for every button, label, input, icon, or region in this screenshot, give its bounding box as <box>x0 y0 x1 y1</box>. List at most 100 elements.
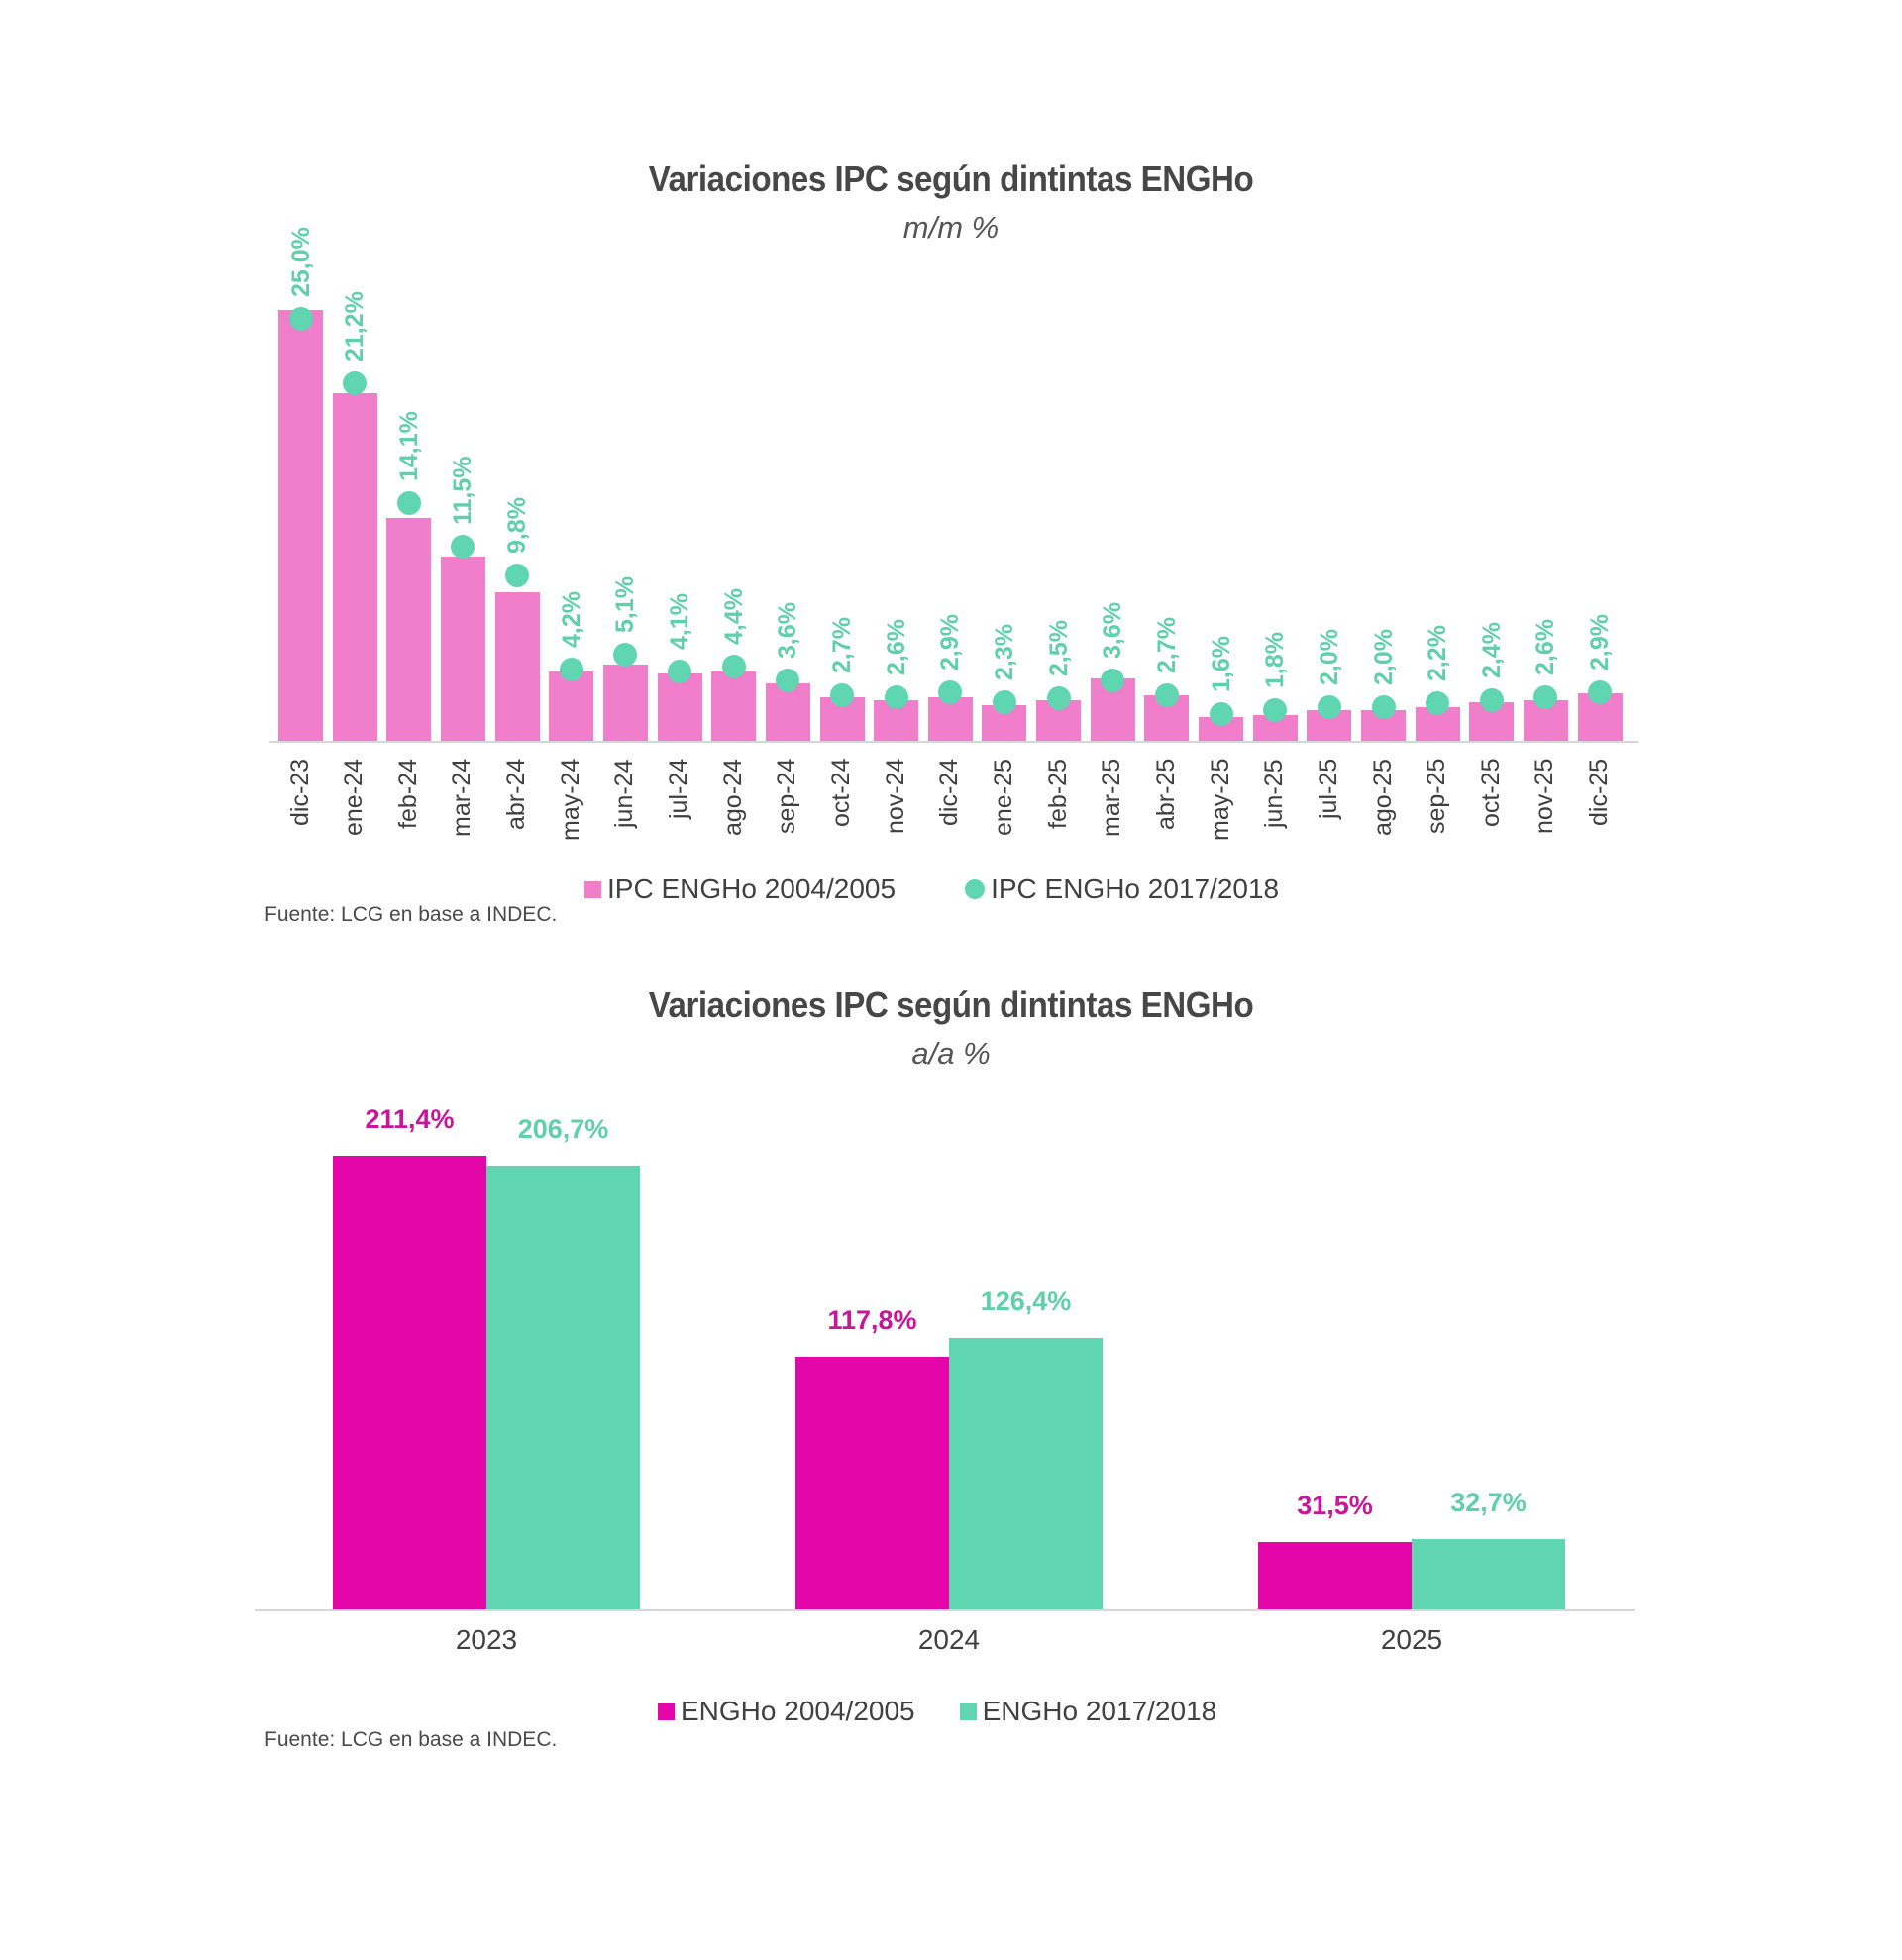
dot-marker-ago-24 <box>721 654 746 678</box>
value-label: 2,2% <box>1424 625 1452 682</box>
value-label: 2,9% <box>936 613 965 671</box>
bar-ene-24 <box>332 392 377 741</box>
dot-marker-dic-25 <box>1588 679 1613 704</box>
value-label: 2,4% <box>1477 622 1506 679</box>
x-axis-label: jun-25 <box>1260 759 1289 829</box>
x-axis-label: jul-24 <box>665 758 693 819</box>
dot-marker-ago-25 <box>1371 694 1396 719</box>
dot-marker-ene-25 <box>992 689 1016 714</box>
value-label: 2,7% <box>1152 616 1181 673</box>
x-axis-label: mar-24 <box>448 758 476 837</box>
dot-marker-oct-25 <box>1479 688 1504 713</box>
value-label: 2,6% <box>1532 618 1560 675</box>
chart1-x-axis <box>269 741 1638 743</box>
value-label: 2,3% <box>990 623 1018 680</box>
legend-item-ipc-2004-2005: IPC ENGHo 2004/2005 <box>584 874 896 905</box>
chart1-source: Fuente: LCG en base a INDEC. <box>264 903 558 926</box>
bar-feb-24 <box>386 517 432 741</box>
x-axis-label: sep-25 <box>1423 758 1451 834</box>
x-axis-label: ago-24 <box>718 759 747 836</box>
dot-marker-feb-25 <box>1046 686 1071 711</box>
dot-marker-dic-23 <box>288 306 313 331</box>
pink-square-icon <box>584 880 601 898</box>
bar-jul-24 <box>657 672 702 741</box>
x-axis-label: ago-25 <box>1368 759 1397 836</box>
chart2-legend: ENGHo 2004/2005 ENGHo 2017/2018 <box>658 1696 1286 1727</box>
dot-marker-feb-24 <box>396 490 421 515</box>
value-label: 14,1% <box>394 410 423 481</box>
dot-marker-dic-24 <box>938 679 963 704</box>
chart1-subtitle: m/m % <box>902 210 1000 245</box>
dot-marker-abr-24 <box>505 563 530 587</box>
x-axis-label: 2025 <box>1380 1624 1443 1655</box>
chart2-source: Fuente: LCG en base a INDEC. <box>264 1728 558 1751</box>
value-label: 3,6% <box>774 601 802 659</box>
x-axis-label: ene-25 <box>989 759 1017 836</box>
x-axis-label: abr-24 <box>502 758 531 830</box>
dot-marker-jun-25 <box>1263 698 1288 723</box>
dot-marker-may-25 <box>1209 701 1233 726</box>
value-label: 32,7% <box>1450 1488 1527 1518</box>
x-axis-label: nov-25 <box>1531 758 1559 834</box>
x-axis-label: jul-25 <box>1314 758 1342 819</box>
x-axis-label: oct-25 <box>1476 758 1505 827</box>
dot-marker-may-24 <box>559 658 583 682</box>
value-label: 31,5% <box>1297 1490 1373 1520</box>
value-label: 4,4% <box>719 587 748 645</box>
dot-marker-oct-24 <box>830 682 854 707</box>
dot-marker-ene-24 <box>343 370 368 395</box>
legend-label: ENGHo 2004/2005 <box>681 1696 915 1726</box>
teal-circle-icon <box>965 879 986 899</box>
bar-jun-24 <box>602 665 648 741</box>
bar-2025-engho-2017-2018 <box>1412 1539 1565 1609</box>
value-label: 9,8% <box>503 496 532 554</box>
dot-marker-nov-24 <box>884 684 908 709</box>
value-label: 1,6% <box>1207 635 1235 692</box>
dot-marker-jul-24 <box>668 660 692 684</box>
value-label: 4,2% <box>557 591 585 649</box>
x-axis-label: abr-25 <box>1151 758 1180 830</box>
chart2-subtitle: a/a % <box>911 1036 991 1071</box>
value-label: 206,7% <box>517 1114 609 1145</box>
legend-item-ipc-2017-2018: IPC ENGHo 2017/2018 <box>965 874 1279 905</box>
x-axis-label: sep-24 <box>773 758 801 834</box>
dot-marker-jun-24 <box>613 643 638 668</box>
dot-marker-mar-24 <box>451 534 476 559</box>
chart1-title: Variaciones IPC según dintintas ENGHo <box>648 158 1254 199</box>
x-axis-label: may-24 <box>556 758 584 841</box>
value-label: 3,6% <box>1099 601 1127 659</box>
x-axis-label: dic-24 <box>935 758 964 826</box>
x-axis-label: jun-24 <box>610 759 639 829</box>
value-label: 2,0% <box>1315 628 1343 685</box>
x-axis-label: 2023 <box>455 1624 518 1655</box>
bar-2023-engho-2004-2005 <box>333 1156 486 1609</box>
x-axis-label: dic-25 <box>1585 758 1614 826</box>
bar-may-24 <box>549 671 594 741</box>
bar-2025-engho-2004-2005 <box>1258 1541 1412 1609</box>
x-axis-label: mar-25 <box>1098 758 1126 837</box>
dot-marker-sep-24 <box>776 668 800 692</box>
value-label: 211,4% <box>365 1104 455 1135</box>
bar-sep-24 <box>765 683 810 741</box>
value-label: 2,0% <box>1369 628 1398 685</box>
value-label: 117,8% <box>827 1304 917 1335</box>
value-label: 2,6% <box>882 618 910 675</box>
x-axis-label: dic-23 <box>285 758 314 826</box>
legend-label: ENGHo 2017/2018 <box>982 1696 1217 1726</box>
value-label: 11,5% <box>449 456 477 525</box>
dot-marker-mar-25 <box>1101 668 1125 692</box>
legend-item-engho-2017-2018: ENGHo 2017/2018 <box>959 1696 1217 1727</box>
chart2-x-axis <box>255 1609 1635 1611</box>
chart1-legend: IPC ENGHo 2004/2005 IPC ENGHo 2017/2018 <box>584 874 1348 905</box>
value-label: 2,7% <box>828 616 856 673</box>
bar-dic-23 <box>278 310 323 741</box>
bar-dic-24 <box>927 696 973 741</box>
bar-ago-24 <box>711 671 757 741</box>
x-axis-label: feb-25 <box>1043 759 1072 829</box>
bar-2023-engho-2017-2018 <box>486 1166 640 1609</box>
dot-marker-sep-25 <box>1426 691 1450 716</box>
x-axis-label: nov-24 <box>881 758 909 834</box>
bar-2024-engho-2004-2005 <box>795 1356 949 1609</box>
value-label: 126,4% <box>980 1287 1072 1317</box>
legend-label: IPC ENGHo 2017/2018 <box>991 874 1280 904</box>
